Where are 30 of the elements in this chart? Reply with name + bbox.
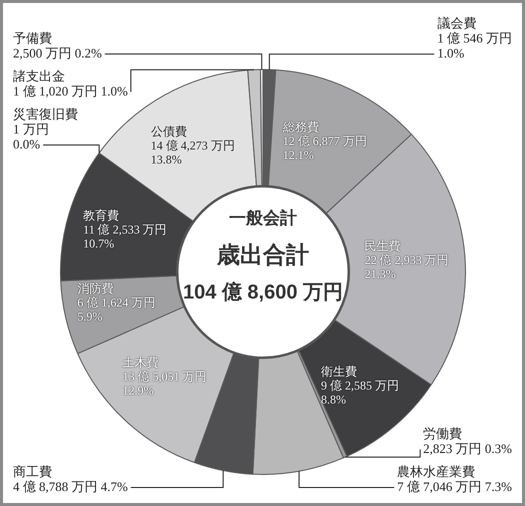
- slice-label: 農林水産業費: [397, 464, 476, 479]
- slice-label: 公債費: [150, 124, 187, 138]
- data-label: 7 億 7,046 万円 7.3%: [397, 478, 512, 494]
- slice-label: 予備費: [13, 30, 52, 46]
- slice-label: 議会費: [437, 16, 476, 31]
- category-label: 災害復旧費: [13, 106, 78, 122]
- text: 104 億 8,600 万円: [182, 280, 344, 304]
- text: 歳出合計: [216, 241, 309, 268]
- data-label: 4 億 8,788 万円 4.7%: [13, 478, 128, 494]
- data-label: 1 億 546 万円 1.0%: [437, 30, 512, 61]
- data-label: 22 億 2,933 万円 21.3%: [364, 252, 449, 281]
- slice-label: 消防費: [77, 282, 114, 296]
- data-label: 9 億 2,585 万円 8.8%: [321, 378, 400, 407]
- slice-label: 総務費: [282, 120, 319, 134]
- text: 1 万円 0.0%: [13, 121, 49, 152]
- slice-label: 教育費: [83, 208, 120, 223]
- data-label: 11 億 2,533 万円 10.7%: [83, 222, 167, 251]
- slice-label: 土木費: [122, 356, 159, 370]
- data-label: 2,823 万円 0.3%: [423, 440, 512, 456]
- data-label: 14 億 4,273 万円 13.8%: [150, 138, 235, 166]
- data-label: 12 億 6,877 万円 12.1%: [282, 134, 367, 162]
- slice-label: 諸支出金: [13, 68, 65, 84]
- slice-label: 商工費: [13, 464, 52, 479]
- text: 一般会計: [229, 208, 297, 228]
- data-label: 6 億 1,624 万円 5.9%: [77, 296, 156, 324]
- data-label: 1 億 1,020 万円 1.0%: [13, 83, 128, 98]
- slice-label: 衛生費: [321, 364, 358, 379]
- data-label: 2,500 万円 0.2%: [13, 45, 102, 60]
- slice-label: 労働費: [423, 426, 462, 441]
- slice-label: 民生費: [364, 238, 401, 253]
